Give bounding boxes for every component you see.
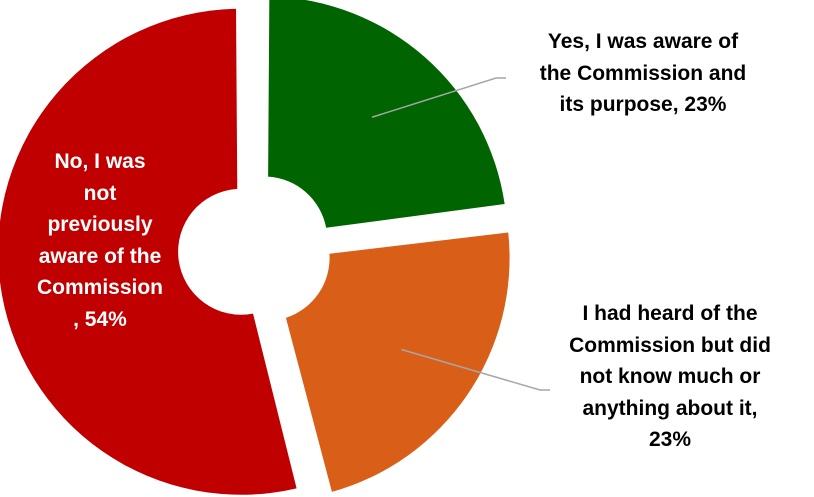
slice-label-line: the Commission and [539, 61, 747, 85]
slice-label-line: anything about it, [582, 396, 758, 420]
slice-label-line: Commission [36, 276, 164, 299]
slice-label-line: not know much or [579, 365, 761, 388]
slice-label-line: not [83, 181, 117, 205]
slice-label-yes: Yes, I was aware of the Commission and i… [488, 26, 798, 121]
slice-label-line: No, I was [54, 150, 146, 173]
donut-slices [0, 0, 510, 495]
slice-label-line: I had heard of the [582, 302, 758, 325]
slice-label-line: aware of the [38, 244, 162, 268]
slice-no [0, 8, 297, 495]
leader-lines [371, 77, 550, 391]
slice-label-line: 23% [648, 428, 692, 451]
slice-label-line: , 54% [73, 307, 127, 331]
slice-label-line: Yes, I was aware of [547, 30, 739, 53]
slice-label-line: Commission but did [569, 333, 771, 357]
slice-label-heard: I had heard of the Commission but did no… [530, 298, 810, 456]
slice-heard [285, 232, 510, 492]
leader-line-yes [371, 77, 506, 118]
slice-label-line: its purpose, 23% [559, 93, 727, 116]
leader-line-heard [401, 348, 550, 391]
slice-label-line: previously [47, 213, 153, 236]
slice-yes [268, 0, 505, 228]
slice-label-no: No, I was not previously aware of the Co… [2, 146, 198, 335]
